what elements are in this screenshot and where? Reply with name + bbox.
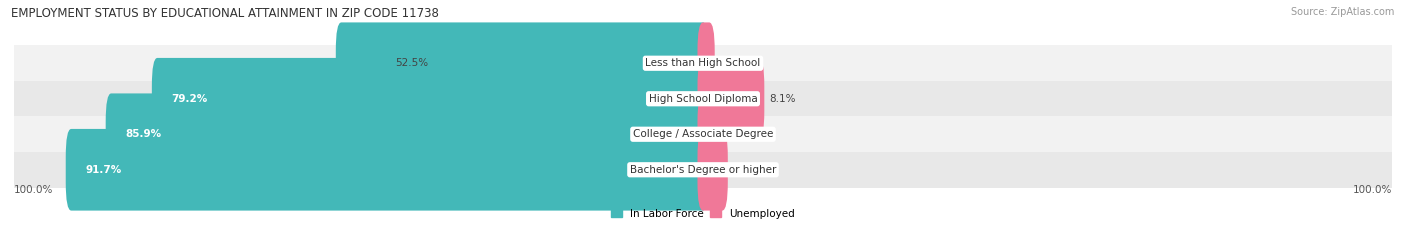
Text: 0.9%: 0.9% [720, 58, 747, 68]
FancyBboxPatch shape [697, 129, 728, 211]
Text: 85.9%: 85.9% [125, 129, 162, 139]
Bar [14, 81, 1392, 116]
FancyBboxPatch shape [697, 58, 765, 140]
Text: 8.1%: 8.1% [769, 94, 796, 104]
FancyBboxPatch shape [336, 22, 709, 104]
FancyBboxPatch shape [66, 129, 709, 211]
Text: Bachelor's Degree or higher: Bachelor's Degree or higher [630, 165, 776, 175]
FancyBboxPatch shape [105, 93, 709, 175]
Bar [14, 45, 1392, 81]
Text: 91.7%: 91.7% [84, 165, 121, 175]
Text: 100.0%: 100.0% [14, 185, 53, 195]
Bar [14, 116, 1392, 152]
Text: 2.8%: 2.8% [733, 165, 759, 175]
Text: 52.5%: 52.5% [395, 58, 429, 68]
Legend: In Labor Force, Unemployed: In Labor Force, Unemployed [612, 209, 794, 219]
Text: 100.0%: 100.0% [1353, 185, 1392, 195]
FancyBboxPatch shape [697, 22, 714, 104]
Text: 79.2%: 79.2% [172, 94, 208, 104]
Text: High School Diploma: High School Diploma [648, 94, 758, 104]
Text: 1.7%: 1.7% [725, 129, 752, 139]
Text: Source: ZipAtlas.com: Source: ZipAtlas.com [1291, 7, 1395, 17]
Text: EMPLOYMENT STATUS BY EDUCATIONAL ATTAINMENT IN ZIP CODE 11738: EMPLOYMENT STATUS BY EDUCATIONAL ATTAINM… [11, 7, 439, 20]
Bar [14, 152, 1392, 188]
Text: Less than High School: Less than High School [645, 58, 761, 68]
FancyBboxPatch shape [152, 58, 709, 140]
FancyBboxPatch shape [697, 93, 720, 175]
Text: College / Associate Degree: College / Associate Degree [633, 129, 773, 139]
